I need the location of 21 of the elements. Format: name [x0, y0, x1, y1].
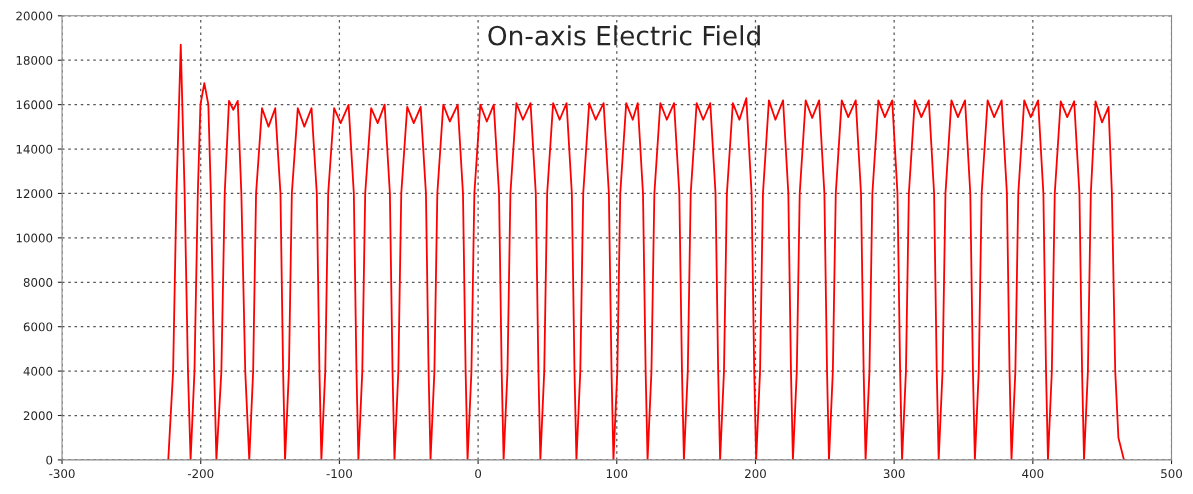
y-tick-label: 8000: [23, 277, 53, 287]
y-tick-label: 0: [46, 455, 53, 465]
y-tick-label: 16000: [16, 100, 53, 110]
x-tick-label: 100: [606, 469, 628, 479]
y-tick-label: 20000: [16, 11, 53, 21]
y-tick-label: 18000: [16, 55, 53, 65]
x-tick-label: -300: [49, 469, 75, 479]
y-tick-label: 6000: [23, 322, 53, 332]
y-tick-label: 12000: [16, 189, 53, 199]
x-tick-label: 200: [745, 469, 766, 479]
x-tick-label: 300: [883, 469, 905, 479]
y-tick-label: 10000: [16, 233, 53, 243]
y-tick-label: 4000: [23, 366, 53, 376]
chart-title: On-axis Electric Field: [488, 25, 760, 46]
x-tick-label: 400: [1022, 469, 1044, 479]
x-tick-label: 500: [1161, 469, 1183, 479]
x-tick-label: -200: [187, 469, 214, 479]
y-tick-label: 2000: [23, 411, 53, 421]
x-tick-label: -100: [326, 469, 353, 479]
x-tick-label: 0: [475, 469, 482, 479]
y-tick-label: 14000: [16, 144, 53, 154]
